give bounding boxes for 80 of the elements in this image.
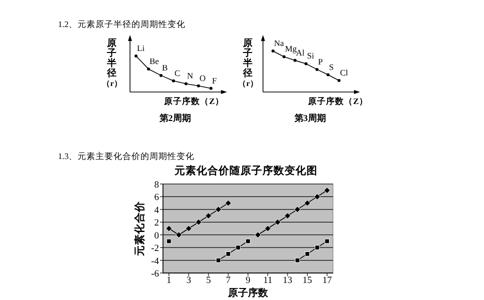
annotation: P	[318, 56, 323, 66]
x-axis-title: 原子序数（Z）	[307, 96, 368, 106]
annotation: Si	[307, 50, 315, 61]
x-tick-label: 9	[246, 276, 251, 286]
x-tick-label: 5	[206, 276, 212, 286]
text: 1.2、元素原子半径的周期性变化	[58, 19, 186, 29]
point	[338, 79, 340, 82]
point	[304, 200, 311, 206]
y-tick-label: -6	[151, 270, 160, 280]
x-tick-label: 1	[166, 276, 172, 286]
x-tick-label: 17	[322, 276, 332, 286]
point	[184, 82, 188, 86]
point	[314, 193, 320, 200]
y-tick-label: -2	[151, 244, 160, 254]
y-tick-label: 2	[154, 218, 160, 229]
text: 1.3、元素主要化合价的周期性变化	[58, 151, 195, 161]
annotation: Li	[137, 43, 146, 53]
annotation: O	[200, 72, 206, 83]
y-axis-title: 元素化合价	[133, 200, 146, 257]
point	[226, 251, 231, 256]
annotation: Be	[150, 56, 160, 66]
point	[314, 245, 320, 250]
x-tick-label: 3	[186, 276, 192, 286]
point	[205, 212, 212, 220]
point	[294, 258, 300, 263]
x-tick-label: 11	[263, 276, 273, 286]
point	[282, 55, 286, 58]
y-axis-title: 原子半径（r）	[102, 38, 122, 88]
y-tick-label: 8	[154, 180, 160, 190]
annotation: B	[162, 62, 168, 72]
point	[324, 238, 330, 244]
point	[236, 245, 241, 250]
point	[185, 225, 192, 232]
y-tick-label: -4	[151, 256, 160, 267]
point	[304, 251, 310, 256]
point	[272, 50, 274, 52]
y-tick-label: 6	[154, 193, 160, 204]
point	[294, 206, 301, 213]
annotation: F	[212, 75, 217, 86]
point	[324, 187, 330, 194]
y-tick-label: 0	[154, 231, 160, 242]
point	[176, 232, 182, 238]
point	[254, 232, 262, 238]
x-tick-label: 15	[302, 276, 312, 286]
y-tick-label: 4	[154, 206, 160, 216]
annotation: Al	[296, 47, 306, 58]
annotation: Cl	[340, 68, 349, 78]
point	[215, 206, 222, 213]
point	[304, 62, 308, 66]
point	[216, 258, 221, 263]
x-tick-label: 13	[282, 276, 293, 286]
point	[172, 79, 175, 82]
point	[195, 218, 202, 226]
point	[326, 73, 330, 76]
annotation: N	[187, 70, 194, 81]
point	[147, 67, 150, 70]
text: 第3周期	[293, 113, 326, 123]
point	[294, 58, 296, 62]
x-axis-title: 原子序数（Z）	[163, 96, 224, 106]
point	[264, 225, 272, 232]
point	[160, 74, 162, 77]
point	[197, 84, 200, 88]
point	[246, 238, 250, 244]
x-axis-title: 原子序数	[227, 287, 269, 299]
annotation: S	[329, 62, 334, 72]
point	[274, 218, 281, 226]
x-tick-label: 7	[226, 276, 231, 286]
chart-title: 元素化合价随原子序数变化图	[174, 164, 318, 177]
point	[134, 54, 138, 58]
point	[316, 68, 318, 71]
text: 第2周期	[158, 113, 191, 123]
annotation: Mg	[285, 44, 298, 54]
point	[210, 86, 212, 90]
point	[166, 225, 172, 232]
annotation: Na	[274, 38, 284, 48]
point	[284, 212, 291, 220]
point	[166, 238, 172, 244]
y-axis-title: 原子半径（r）	[238, 38, 258, 88]
point	[224, 200, 232, 206]
annotation: C	[174, 68, 180, 78]
